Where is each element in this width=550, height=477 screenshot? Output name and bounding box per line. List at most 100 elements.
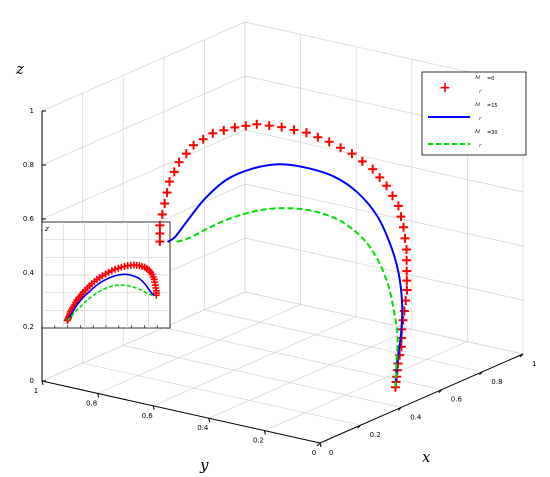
gridline — [208, 328, 412, 419]
series-line — [174, 207, 399, 388]
series-line — [166, 163, 404, 388]
gridline — [244, 237, 524, 301]
legend-marker-plus: + — [439, 80, 451, 96]
y-tick — [208, 418, 211, 423]
x-tick-label: 1 — [532, 360, 536, 368]
data-point — [160, 198, 170, 208]
data-point — [181, 149, 191, 159]
data-point — [219, 125, 229, 135]
x-tick-label: 0.4 — [410, 413, 422, 421]
data-point — [396, 212, 406, 222]
gridline — [153, 316, 357, 407]
data-point — [336, 143, 346, 153]
data-point — [289, 125, 299, 135]
x-tick — [519, 353, 524, 358]
data-point — [402, 276, 412, 286]
data-point — [252, 119, 262, 129]
gridline — [41, 291, 246, 382]
tick-labels: 0 0 0 0.2 0.2 0.2 0.4 0.4 0.4 0.6 0.6 0.6 0.8 0.8 0.8 1… — [23, 107, 537, 457]
gridline — [264, 341, 468, 431]
legend-subscript: r — [479, 116, 482, 122]
series-2 — [174, 207, 399, 388]
data-point — [388, 191, 398, 201]
data-point — [301, 128, 311, 138]
y-tick-label: 0.2 — [253, 437, 264, 445]
data-point — [111, 265, 119, 273]
inset-plot: z — [41, 221, 171, 329]
gridline — [244, 291, 524, 355]
data-point — [277, 122, 287, 132]
data-point — [375, 172, 385, 182]
data-point — [400, 233, 410, 243]
gridline — [41, 129, 246, 220]
z-tick-label: 0.4 — [23, 269, 35, 277]
legend-value: =0 — [487, 76, 494, 82]
data-point — [105, 268, 113, 276]
inset-series-2 — [66, 284, 153, 321]
series-1 — [166, 163, 404, 388]
z-tick-label: 0.8 — [23, 161, 34, 169]
data-point — [382, 181, 392, 191]
y-tick — [319, 442, 322, 448]
legend-box — [421, 71, 527, 156]
data-point — [230, 122, 240, 132]
z-tick-label: 0.6 — [23, 215, 35, 223]
legend: + M =0 r M =15 r M =30 r — [421, 71, 527, 156]
gridline — [97, 304, 301, 394]
data-point — [114, 264, 122, 272]
x-tick-label: 0 — [329, 449, 333, 457]
inset-series-1 — [66, 273, 155, 321]
data-point — [155, 237, 165, 247]
data-point — [402, 266, 412, 276]
legend-symbol: M — [474, 102, 481, 108]
data-point — [157, 209, 167, 219]
y-axis-label: y — [199, 456, 209, 474]
data-point — [174, 157, 184, 167]
data-point — [241, 121, 251, 131]
y-tick-label: 0.4 — [197, 424, 209, 432]
data-point — [357, 156, 367, 166]
data-point — [164, 177, 174, 187]
y-tick-label: 0.8 — [86, 399, 97, 407]
legend-subscript: r — [479, 89, 482, 95]
gridline — [244, 183, 524, 247]
x-tick-label: 0.8 — [491, 378, 502, 386]
gridline — [244, 129, 524, 193]
inset-series-line — [66, 284, 153, 321]
data-point — [108, 267, 116, 275]
z-axis-label: z — [15, 60, 24, 78]
data-point — [198, 134, 208, 144]
data-point — [398, 315, 408, 325]
gridline — [41, 21, 246, 112]
data-point — [155, 220, 165, 230]
x-axis-label: x — [422, 448, 431, 466]
data-point — [162, 188, 172, 198]
gridline — [82, 362, 361, 426]
x-tick — [438, 389, 443, 393]
data-point — [264, 121, 274, 131]
z-tick-label: 0.2 — [23, 323, 34, 331]
z-tick-label: 0 — [30, 377, 34, 385]
x-tick — [316, 442, 321, 447]
y-tick — [152, 405, 155, 410]
x-tick — [397, 407, 402, 411]
y-tick — [41, 380, 44, 386]
legend-subscript: r — [479, 143, 482, 149]
gridline — [41, 75, 246, 166]
data-point — [169, 167, 179, 177]
gridline — [204, 309, 483, 373]
data-point — [402, 255, 412, 265]
legend-entry-1: M =15 r — [428, 102, 498, 122]
y-tick — [97, 393, 100, 398]
x-tick-label: 0.6 — [451, 396, 463, 404]
data-point — [208, 128, 218, 138]
legend-value: =30 — [487, 130, 498, 136]
data-point — [399, 222, 408, 232]
x-axis-line — [319, 353, 524, 444]
data-point — [347, 149, 357, 159]
data-point — [368, 164, 378, 174]
y-axis-line — [41, 380, 321, 444]
data-point — [393, 201, 403, 211]
y-tick-label: 1 — [34, 387, 38, 395]
